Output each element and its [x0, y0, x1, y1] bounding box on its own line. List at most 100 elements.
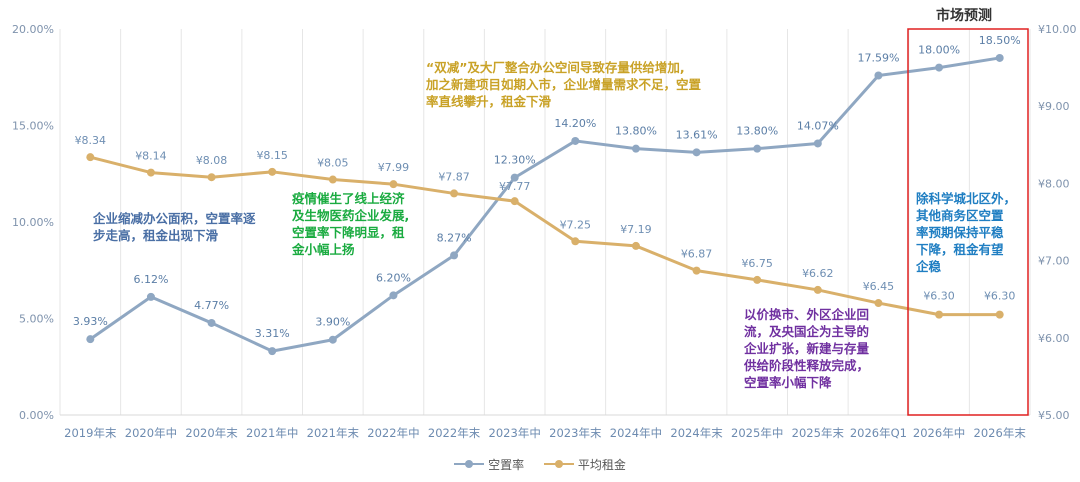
right-axis-tick: ¥6.00: [1038, 332, 1070, 345]
vacancy-point: [692, 148, 701, 157]
note-line: 其他商务区空置: [916, 208, 1004, 223]
left-axis-tick: 20.00%: [12, 23, 54, 36]
rent-data-label: ¥8.08: [196, 154, 228, 167]
vacancy-line: [89, 56, 1000, 353]
vacancy-point: [86, 335, 95, 344]
rent-point: [268, 167, 277, 176]
vacancy-data-label: 13.61%: [676, 128, 718, 141]
vacancy-data-label: 14.20%: [554, 117, 596, 130]
rent-data-label: ¥8.14: [135, 150, 167, 163]
note-line: 企业缩减办公面积，空置率逐: [93, 211, 256, 226]
note-line: 率直线攀升，租金下滑: [426, 94, 552, 109]
x-axis-tick: 2019年末: [64, 426, 117, 440]
rent-data-label: ¥6.30: [984, 290, 1016, 303]
note-line: 空置率小幅下降: [744, 375, 832, 390]
note-line: “双减”及大厂整合办公空间导致存量供给增加,: [426, 60, 685, 75]
rent-point: [86, 153, 95, 162]
note-line: 加之新建项目如期入市，企业增量需求不足，空置: [426, 77, 702, 92]
x-axis-tick: 2020年末: [185, 426, 238, 440]
x-axis-tick: 2026年Q1: [850, 426, 907, 440]
vacancy-point: [571, 136, 580, 145]
rent-data-label: ¥6.75: [741, 257, 773, 270]
note-line: 空置率下降明显，租: [292, 225, 405, 240]
forecast-title: 市场预测: [936, 8, 992, 24]
note-line: 步走高，租金出现下滑: [93, 228, 219, 243]
rent-data-label: ¥6.45: [863, 280, 895, 293]
left-axis: 0.00% 5.00% 10.00% 15.00% 20.00%: [12, 23, 54, 422]
note-epidemic: 疫情催生了线上经济 及生物医药企业发展, 空置率下降明显，租 金小幅上扬: [292, 190, 409, 258]
right-axis-tick: ¥5.00: [1038, 409, 1070, 422]
rent-point: [692, 266, 701, 275]
legend-swatch-icon: [454, 460, 485, 468]
rent-point: [935, 310, 944, 319]
rent-point: [995, 310, 1004, 319]
rent-point: [510, 197, 519, 206]
vacancy-point: [631, 144, 640, 153]
note-double-reduction: “双减”及大厂整合办公空间导致存量供给增加, 加之新建项目如期入市，企业增量需求…: [426, 59, 701, 110]
vacancy-point: [389, 291, 398, 300]
x-axis-tick: 2023年中: [489, 426, 541, 440]
rent-data-label: ¥8.15: [256, 149, 288, 162]
rent-point: [389, 180, 398, 189]
note-line: 除科学城北区外，: [916, 191, 1017, 206]
vacancy-point: [510, 173, 519, 182]
rent-point: [571, 237, 580, 246]
vacancy-point: [935, 63, 944, 72]
note-line: 下降，租金有望: [916, 242, 1004, 257]
rent-data-label: ¥8.05: [317, 157, 349, 170]
vacancy-data-label: 6.12%: [133, 273, 168, 286]
rent-data-label: ¥6.62: [802, 267, 834, 280]
rent-data-label: ¥6.87: [681, 248, 713, 261]
right-axis-tick: ¥10.00: [1038, 23, 1077, 36]
note-line: 率预期保持平稳: [916, 225, 1004, 240]
right-axis-tick: ¥9.00: [1038, 100, 1070, 113]
rent-line: [89, 155, 1000, 317]
vacancy-data-label: 13.80%: [615, 125, 657, 138]
vacancy-data-label: 3.31%: [255, 327, 290, 340]
rent-point: [631, 241, 640, 250]
vacancy-point: [813, 139, 822, 148]
legend-item-vacancy: 空置率: [454, 456, 524, 473]
vacancy-data-label: 3.93%: [73, 315, 108, 328]
note-line: 疫情催生了线上经济: [292, 191, 405, 206]
note-line: 流，及央国企为主导的: [744, 324, 870, 339]
vacancy-data-label: 14.07%: [797, 119, 839, 132]
vacancy-data-label: 17.59%: [857, 52, 899, 65]
note-line: 金小幅上扬: [292, 242, 355, 257]
forecast-box: [907, 28, 1029, 416]
x-axis-tick: 2024年中: [610, 426, 662, 440]
x-axis-tick: 2025年末: [792, 426, 845, 440]
rent-point: [146, 168, 155, 177]
legend-swatch-icon: [543, 460, 574, 468]
x-axis-tick: 2026年末: [974, 426, 1027, 440]
rent-data-label: ¥7.87: [438, 170, 470, 183]
note-line: 企业扩张，新建与存量: [744, 341, 870, 356]
rent-data-label: ¥6.30: [923, 290, 955, 303]
vacancy-point: [328, 335, 337, 344]
right-axis-tick: ¥7.00: [1038, 255, 1070, 268]
x-axis-tick: 2022年末: [428, 426, 481, 440]
legend: 空置率 平均租金: [0, 454, 1080, 473]
right-axis-tick: ¥8.00: [1038, 177, 1070, 190]
vacancy-point: [753, 144, 762, 153]
vacancy-point: [268, 347, 277, 356]
vacancy-data-label: 8.27%: [437, 231, 472, 244]
rent-data-label: ¥8.34: [75, 134, 107, 147]
note-enterprise-shrink: 企业缩减办公面积，空置率逐 步走高，租金出现下滑: [93, 210, 256, 244]
vacancy-data-label: 4.77%: [194, 299, 229, 312]
legend-label: 平均租金: [577, 457, 626, 472]
note-line: 供给阶段性释放完成，: [744, 358, 870, 373]
series-layer: 3.93% 6.12% 4.77% 3.31% 3.90% 6.20% 8.27% 12.30…: [73, 34, 1021, 356]
rent-data-label: ¥7.99: [378, 161, 410, 174]
x-axis: 2019年末 2020年中 2020年末 2021年中 2021年末 2022年中 2022…: [64, 426, 1026, 440]
x-axis-tick: 2024年末: [670, 426, 723, 440]
left-axis-tick: 15.00%: [12, 120, 54, 133]
x-axis-tick: 2022年中: [367, 426, 419, 440]
vacancy-point: [207, 318, 216, 327]
x-axis-tick: 2021年中: [246, 426, 298, 440]
vacancy-data-label: 3.90%: [315, 316, 350, 329]
vacancy-point: [146, 292, 155, 301]
legend-item-rent: 平均租金: [543, 456, 626, 473]
vacancy-data-label: 6.20%: [376, 271, 411, 284]
x-axis-tick: 2025年中: [731, 426, 783, 440]
